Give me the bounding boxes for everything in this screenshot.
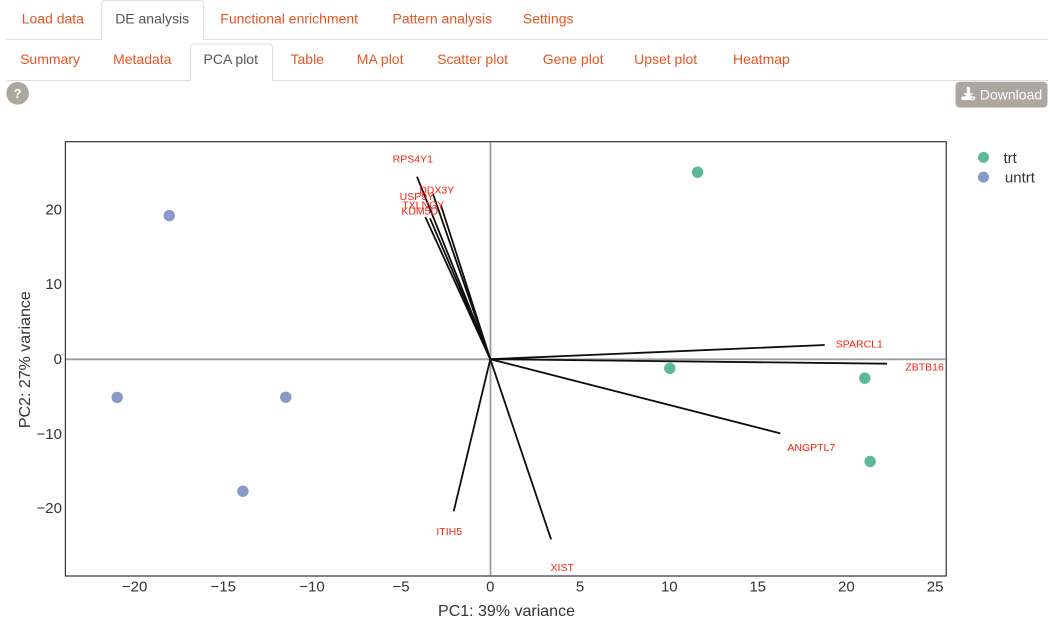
svg-text:5: 5 <box>576 579 584 596</box>
svg-text:trt: trt <box>1004 150 1018 167</box>
svg-text:Load data: Load data <box>22 11 84 27</box>
svg-text:Table: Table <box>291 51 325 67</box>
svg-text:−15: −15 <box>210 579 235 596</box>
svg-text:10: 10 <box>661 579 678 596</box>
svg-text:TXLNGY: TXLNGY <box>402 199 444 211</box>
svg-text:0: 0 <box>54 351 62 368</box>
svg-text:KDM5D: KDM5D <box>401 206 438 218</box>
svg-text:10: 10 <box>45 276 62 293</box>
svg-text:20: 20 <box>45 202 62 219</box>
svg-text:USP9Y: USP9Y <box>400 191 434 203</box>
svg-text:ANGPTL7: ANGPTL7 <box>787 442 835 454</box>
svg-text:untrt: untrt <box>1005 169 1036 186</box>
svg-text:−10: −10 <box>37 426 62 443</box>
svg-text:PC1: 39% variance: PC1: 39% variance <box>438 603 575 620</box>
svg-text:−10: −10 <box>299 579 324 596</box>
svg-text:PCA plot: PCA plot <box>204 51 259 67</box>
svg-text:RPS4Y1: RPS4Y1 <box>393 153 433 165</box>
svg-text:XIST: XIST <box>551 562 575 574</box>
svg-text:Upset plot: Upset plot <box>634 51 697 67</box>
svg-text:SPARCL1: SPARCL1 <box>836 338 883 350</box>
svg-text:0: 0 <box>486 579 494 596</box>
svg-text:DE analysis: DE analysis <box>115 11 189 27</box>
svg-text:Heatmap: Heatmap <box>733 51 790 67</box>
svg-text:Summary: Summary <box>20 51 80 67</box>
svg-text:Gene plot: Gene plot <box>543 51 604 67</box>
svg-text:MA plot: MA plot <box>357 51 404 67</box>
svg-text:Settings: Settings <box>523 11 574 27</box>
svg-text:ITIH5: ITIH5 <box>436 526 462 538</box>
svg-text:PC2: 27% variance: PC2: 27% variance <box>17 291 34 428</box>
svg-text:25: 25 <box>927 579 944 596</box>
svg-text:Download: Download <box>980 87 1042 103</box>
svg-text:Functional enrichment: Functional enrichment <box>220 11 358 27</box>
svg-text:Metadata: Metadata <box>113 51 172 67</box>
svg-text:Pattern analysis: Pattern analysis <box>393 11 493 27</box>
svg-text:−20: −20 <box>37 500 62 517</box>
svg-text:DDX3Y: DDX3Y <box>419 184 454 196</box>
svg-text:ZBTB16: ZBTB16 <box>905 361 944 373</box>
svg-text:20: 20 <box>838 579 855 596</box>
svg-text:15: 15 <box>749 579 766 596</box>
svg-text:−5: −5 <box>392 579 409 596</box>
svg-text:−20: −20 <box>122 579 147 596</box>
svg-text:?: ? <box>14 87 22 101</box>
svg-text:Scatter plot: Scatter plot <box>437 51 508 67</box>
